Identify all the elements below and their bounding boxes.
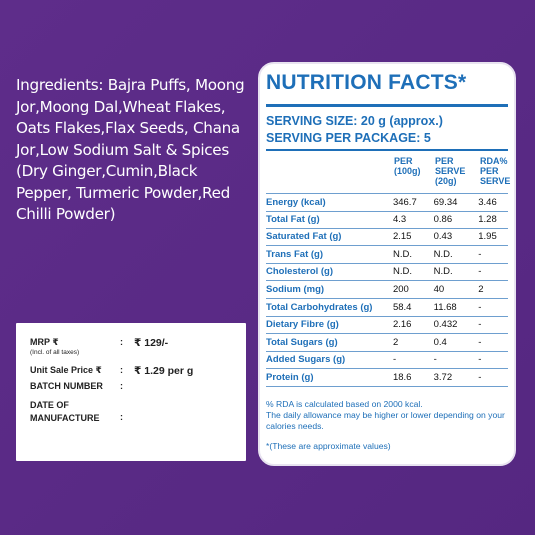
value-per-serve: 0.432 — [433, 319, 458, 331]
value-rda: - — [478, 266, 482, 278]
value-per-100g: 200 — [392, 284, 409, 295]
value-per-serve: 69.34 — [433, 197, 458, 208]
value-per-100g: 58.4 — [392, 301, 412, 313]
serving-per-package: SERVING PER PACKAGE: 5 — [266, 131, 431, 145]
nutrient-name: Cholesterol (g) — [266, 266, 334, 278]
value-rda: - — [478, 372, 482, 383]
nutrition-row: Added Sugars (g) - - - — [266, 351, 508, 370]
header-per-serve: PER SERVE (20g) — [435, 156, 466, 186]
batch-colon: : — [120, 381, 123, 391]
unit-price-value: ₹ 1.29 per g — [134, 365, 194, 377]
value-per-100g: 18.6 — [392, 372, 412, 383]
value-per-serve: 3.72 — [433, 372, 453, 383]
batch-row: BATCH NUMBER : — [30, 381, 238, 391]
nutrient-name: Saturated Fat (g) — [266, 231, 342, 243]
unit-price-colon: : — [120, 365, 123, 375]
nutrient-name: Sodium (mg) — [266, 284, 325, 295]
value-per-serve: N.D. — [433, 248, 453, 260]
nutrient-name: Protein (g) — [266, 372, 314, 383]
nutrition-row: Total Carbohydrates (g) 58.4 11.68 - — [266, 299, 508, 317]
unit-price-label: Unit Sale Price ₹ — [30, 365, 102, 375]
value-per-serve: N.D. — [433, 266, 453, 278]
nutrition-panel: NUTRITION FACTS* SERVING SIZE: 20 g (app… — [258, 62, 516, 466]
value-per-serve: - — [433, 354, 437, 366]
nutrition-row: Total Fat (g) 4.3 0.86 1.28 — [266, 211, 508, 229]
nutrition-row: Energy (kcal) 346.7 69.34 3.46 — [266, 193, 508, 212]
value-rda: - — [478, 336, 482, 348]
value-rda: 1.28 — [478, 213, 497, 225]
header-per-100g: PER (100g) — [394, 156, 421, 176]
batch-label: BATCH NUMBER — [30, 381, 103, 391]
nutrient-name: Total Sugars (g) — [266, 336, 338, 348]
ingredients-label: Ingredients: — [16, 76, 104, 94]
mrp-sub-label: (Incl. of all taxes) — [30, 349, 80, 356]
value-per-100g: - — [392, 354, 397, 366]
nutrition-row: Cholesterol (g) N.D. N.D. - — [266, 263, 508, 282]
nutrition-title: NUTRITION FACTS* — [266, 71, 467, 94]
unit-price-row: Unit Sale Price ₹ : ₹ 1.29 per g — [30, 365, 238, 377]
nutrition-row: Sodium (mg) 200 40 2 — [266, 281, 508, 299]
value-rda: - — [478, 319, 482, 331]
nutrient-name: Trans Fat (g) — [266, 248, 324, 260]
nutrition-row: Total Sugars (g) 2 0.4 - — [266, 334, 508, 352]
value-per-100g: N.D. — [392, 248, 412, 260]
nutrient-name: Total Carbohydrates (g) — [266, 301, 373, 313]
date-label: DATE OF MANUFACTURE — [30, 400, 100, 423]
header-rda: RDA% PER SERVE — [480, 156, 511, 186]
nutrition-row: Dietary Fibre (g) 2.16 0.432 - — [266, 316, 508, 335]
value-per-serve: 40 — [433, 284, 445, 295]
value-per-100g: N.D. — [392, 266, 412, 278]
daily-note: The daily allowance may be higher or low… — [266, 410, 505, 431]
value-rda: - — [478, 301, 482, 313]
price-box: MRP ₹ (Incl. of all taxes) : ₹ 129/- Uni… — [16, 323, 246, 461]
value-rda: - — [478, 248, 482, 260]
ingredients-list: Bajra Puffs, Moong Jor,Moong Dal,Wheat F… — [16, 76, 245, 223]
value-rda: 3.46 — [478, 197, 497, 208]
value-rda: 2 — [478, 284, 484, 295]
nutrient-name: Added Sugars (g) — [266, 354, 346, 366]
value-per-serve: 0.43 — [433, 231, 453, 243]
value-per-100g: 2 — [392, 336, 399, 348]
mrp-row: MRP ₹ (Incl. of all taxes) : ₹ 129/- — [30, 337, 238, 356]
value-rda: 1.95 — [478, 231, 497, 243]
value-per-serve: 0.4 — [433, 336, 447, 348]
nutrient-name: Total Fat (g) — [266, 213, 320, 225]
value-rda: - — [478, 354, 482, 366]
date-colon: : — [120, 412, 123, 422]
nutrient-name: Energy (kcal) — [266, 197, 326, 208]
title-rule — [266, 104, 508, 107]
value-per-100g: 2.16 — [392, 319, 412, 331]
value-per-100g: 4.3 — [392, 213, 407, 225]
serving-rule — [266, 149, 508, 151]
approx-note: *(These are approximate values) — [266, 441, 391, 451]
value-per-serve: 0.86 — [433, 213, 453, 225]
nutrition-row: Protein (g) 18.6 3.72 - — [266, 369, 508, 387]
mrp-label: MRP ₹ — [30, 337, 59, 347]
rda-note: % RDA is calculated based on 2000 kcal. — [266, 399, 423, 409]
mrp-colon: : — [120, 337, 123, 347]
value-per-100g: 346.7 — [392, 197, 417, 208]
mrp-value: ₹ 129/- — [134, 337, 169, 349]
ingredients-text: Ingredients: Bajra Puffs, Moong Jor,Moon… — [16, 75, 248, 226]
date-row: DATE OF MANUFACTURE : — [30, 399, 238, 425]
nutrient-name: Dietary Fibre (g) — [266, 319, 339, 331]
value-per-serve: 11.68 — [433, 301, 457, 313]
nutrition-row: Saturated Fat (g) 2.15 0.43 1.95 — [266, 228, 508, 247]
nutrition-row: Trans Fat (g) N.D. N.D. - — [266, 246, 508, 264]
serving-size: SERVING SIZE: 20 g (approx.) — [266, 114, 443, 128]
mrp-label-block: MRP ₹ (Incl. of all taxes) — [30, 337, 120, 356]
value-per-100g: 2.15 — [392, 231, 412, 243]
